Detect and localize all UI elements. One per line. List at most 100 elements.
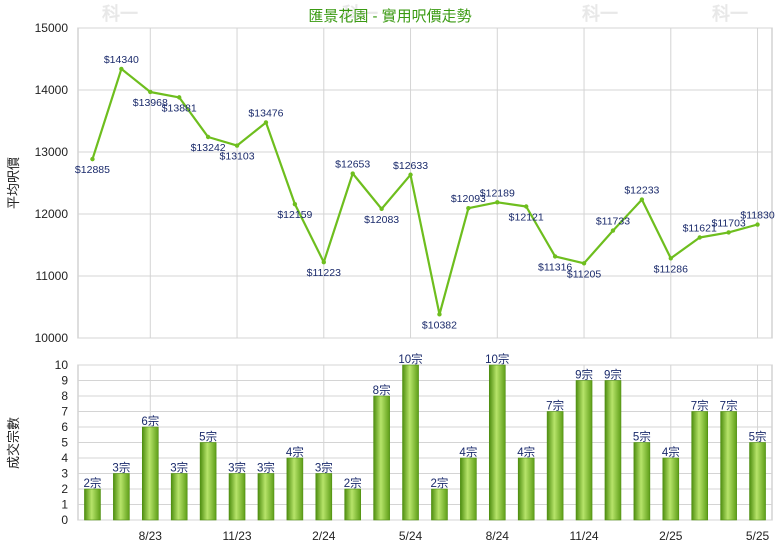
price-point-label: $12633 xyxy=(393,160,428,172)
volume-bar xyxy=(344,488,362,521)
price-point-label: $12121 xyxy=(509,211,544,223)
price-point xyxy=(379,206,384,212)
volume-bar xyxy=(141,426,159,521)
volume-bar xyxy=(199,442,217,521)
volume-bar-label: 3宗 xyxy=(170,461,188,475)
price-tick-label: 11000 xyxy=(36,269,69,283)
volume-bar xyxy=(113,473,130,521)
x-tick-label: 5/24 xyxy=(399,529,423,543)
price-axis-label: 平均呎價 xyxy=(6,157,21,209)
volume-tick-label: 2 xyxy=(61,482,68,496)
volume-bar xyxy=(546,411,564,521)
volume-bar xyxy=(402,364,419,521)
volume-bar-label: 7宗 xyxy=(720,399,738,413)
volume-bar-label: 8宗 xyxy=(373,383,391,397)
volume-bar-label: 5宗 xyxy=(199,430,217,444)
volume-x-ticks: 8/23 11/23 2/24 5/24 8/24 11/24 2/25 5/25 xyxy=(139,529,770,543)
volume-bar xyxy=(170,473,188,521)
volume-bar-label: 4宗 xyxy=(459,445,477,459)
volume-bar xyxy=(460,457,477,521)
volume-bar xyxy=(84,488,101,521)
volume-tick-label: 8 xyxy=(61,389,68,403)
price-point-label: $11621 xyxy=(683,222,717,234)
volume-bar xyxy=(315,473,333,521)
price-point xyxy=(292,201,298,207)
price-point xyxy=(755,222,760,227)
chart-title: 匯景花園 - 實用呎價走勢 xyxy=(308,7,471,25)
volume-bar xyxy=(286,457,304,521)
volume-bar-label: 3宗 xyxy=(257,461,275,475)
price-point-label: $10382 xyxy=(422,319,457,331)
price-point xyxy=(495,200,500,205)
price-point xyxy=(205,134,211,140)
price-point-label: $13968 xyxy=(133,97,168,109)
price-point-label: $13103 xyxy=(220,151,255,163)
price-point xyxy=(639,197,645,202)
price-point xyxy=(552,254,558,259)
price-point xyxy=(263,120,269,125)
watermark-text: 科一 xyxy=(712,3,748,25)
price-point xyxy=(524,204,529,209)
price-point xyxy=(177,95,182,100)
price-point xyxy=(466,206,471,211)
volume-tick-label: 4 xyxy=(61,451,68,465)
volume-bar-label: 7宗 xyxy=(691,399,709,413)
volume-tick-label: 1 xyxy=(61,498,68,512)
volume-tick-label: 10 xyxy=(55,358,69,372)
volume-bar xyxy=(488,364,506,521)
price-point xyxy=(437,312,442,317)
volume-bar xyxy=(373,395,390,521)
volume-bar-label: 9宗 xyxy=(604,368,622,382)
price-point xyxy=(408,172,413,177)
volume-bar-label: 10宗 xyxy=(485,352,509,366)
volume-bar xyxy=(604,380,622,521)
price-point-label: $12885 xyxy=(75,164,110,176)
volume-tick-label: 7 xyxy=(61,405,68,419)
volume-bar-label: 10宗 xyxy=(398,352,422,366)
volume-bar-label: 5宗 xyxy=(749,430,767,444)
x-tick-label: 2/24 xyxy=(312,529,336,543)
price-axis: 10000 11000 12000 13000 14000 15000 xyxy=(35,21,69,345)
volume-axis-label: 成交宗數 xyxy=(6,417,21,469)
x-tick-label: 11/23 xyxy=(222,529,251,543)
watermark-text: 科一 xyxy=(582,3,618,25)
price-tick-label: 10000 xyxy=(35,331,69,345)
volume-bar-label: 3宗 xyxy=(315,461,333,475)
price-series xyxy=(90,66,760,317)
price-tick-label: 14000 xyxy=(35,83,69,97)
volume-bar-label: 4宗 xyxy=(662,445,680,459)
price-point-label: $12233 xyxy=(624,185,659,197)
volume-bar xyxy=(431,488,448,521)
price-point-label: $12159 xyxy=(277,209,312,221)
x-tick-label: 2/25 xyxy=(659,529,683,543)
volume-bar xyxy=(228,473,246,521)
price-point xyxy=(350,171,355,176)
price-point-label: $13881 xyxy=(162,102,197,114)
volume-bar xyxy=(517,457,535,521)
volume-bar-label: 9宗 xyxy=(575,368,593,382)
price-point xyxy=(148,89,153,95)
volume-bar-label: 3宗 xyxy=(112,461,130,475)
volume-tick-label: 5 xyxy=(61,436,68,450)
volume-axis: 01 23 45 67 89 10 xyxy=(55,358,69,527)
price-plot-area xyxy=(77,27,773,339)
price-point-label: $12189 xyxy=(480,187,515,199)
volume-bar-label: 2宗 xyxy=(431,476,449,490)
price-point xyxy=(726,230,731,235)
price-point-label: $13476 xyxy=(248,107,283,119)
volume-tick-label: 6 xyxy=(61,420,68,434)
price-point-label: $14340 xyxy=(104,54,139,66)
watermark-text: 科一 xyxy=(102,3,138,25)
volume-bar xyxy=(575,380,593,521)
price-point-label: $11223 xyxy=(307,267,341,279)
price-point xyxy=(234,143,240,148)
price-point xyxy=(321,259,326,265)
volume-bar xyxy=(633,442,651,521)
price-line xyxy=(91,67,758,316)
price-point-label: $12083 xyxy=(364,214,399,226)
volume-bar-label: 4宗 xyxy=(286,445,304,459)
volume-bar-label: 5宗 xyxy=(633,430,651,444)
volume-bar-label: 2宗 xyxy=(84,476,102,490)
price-tick-label: 15000 xyxy=(35,21,69,35)
